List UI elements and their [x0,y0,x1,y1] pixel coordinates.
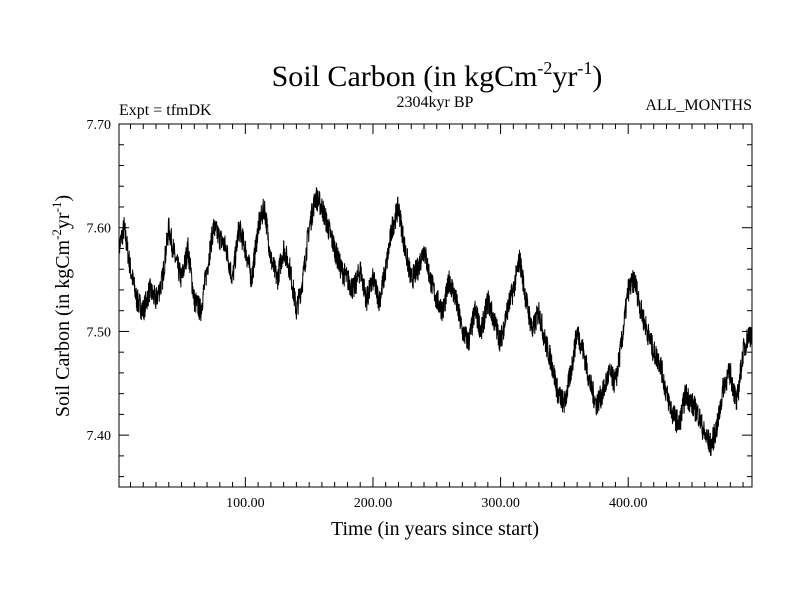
period-label: 2304kyr BP [397,94,474,111]
chart-title: Soil Carbon (in kgCm-2yr-1) [272,58,603,93]
title-main: Soil Carbon (in kgCm [272,60,538,93]
title-sup2: -1 [577,58,592,78]
title-mid: yr [552,60,577,93]
ylabel-sup2: -1 [49,202,64,213]
x-tick-label: 300.00 [481,496,520,511]
x-tick-label: 200.00 [354,496,393,511]
ylabel-sup1: -2 [49,229,64,240]
ylabel-main: Soil Carbon (in kgCm [52,239,74,417]
x-axis-tick-labels: 100.00 200.00 300.00 400.00 [226,496,647,511]
x-tick-label: 100.00 [226,496,265,511]
y-tick-label: 7.50 [87,325,112,340]
ylabel-mid: yr [52,212,74,229]
months-label: ALL_MONTHS [645,97,752,114]
y-axis-tick-labels: 7.40 7.50 7.60 7.70 [87,118,112,444]
axis-ticks [119,123,752,487]
x-tick-label: 400.00 [609,496,648,511]
y-tick-label: 7.60 [87,222,112,237]
y-axis-title: Soil Carbon (in kgCm-2yr-1) [49,195,74,417]
ylabel-end: ) [52,195,74,202]
data-series-line [118,187,753,457]
y-tick-label: 7.70 [87,118,112,133]
title-end: ) [592,60,602,93]
y-tick-label: 7.40 [87,429,112,444]
plot-frame [118,123,753,488]
title-sup1: -2 [537,58,552,78]
experiment-label: Expt = tfmDK [119,102,212,119]
x-axis-title: Time (in years since start) [331,518,539,540]
